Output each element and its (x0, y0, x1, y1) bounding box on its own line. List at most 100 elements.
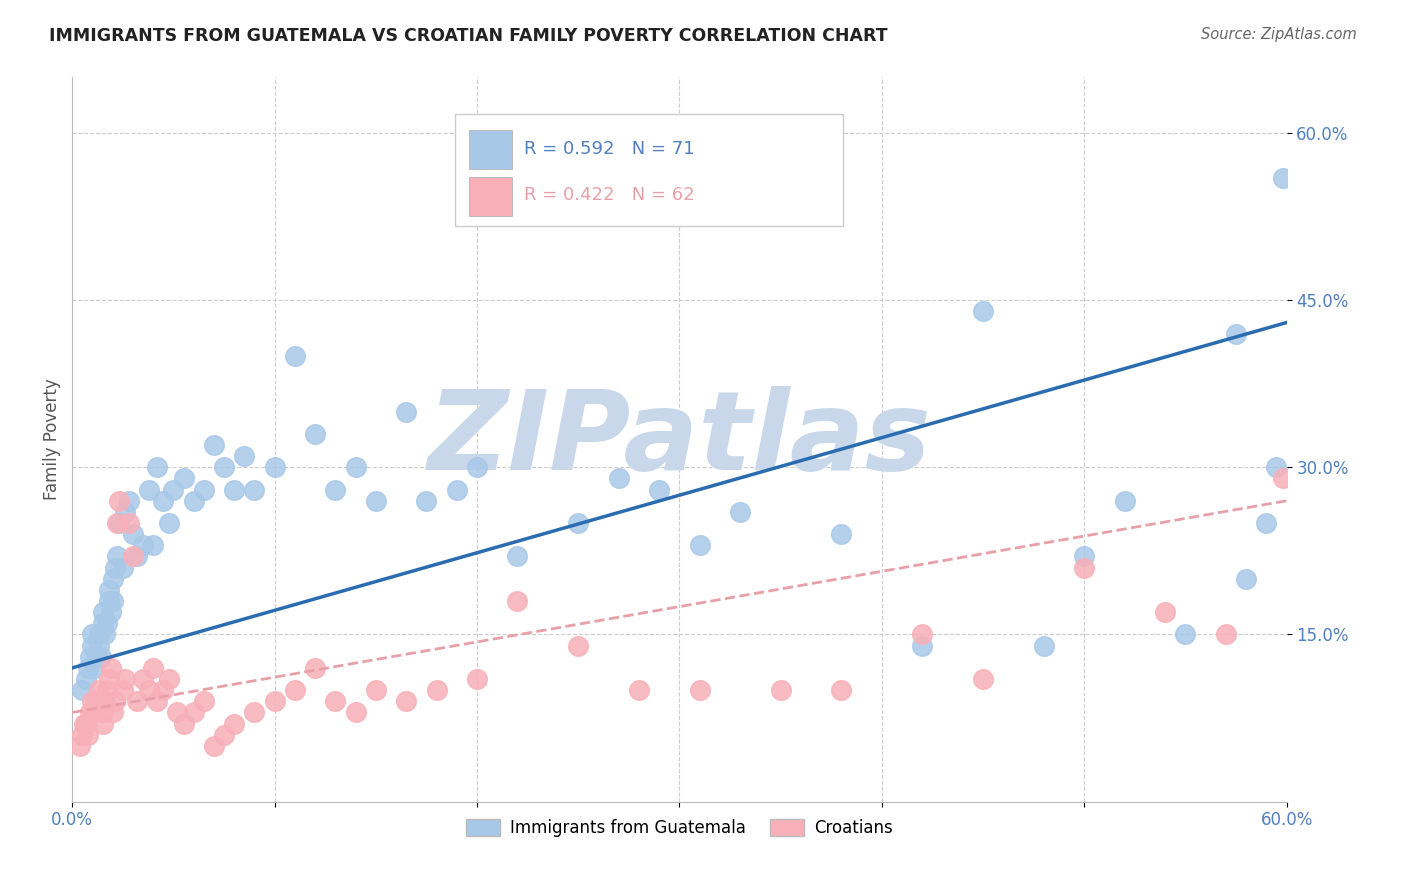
Point (166, 706, 188, 720)
Point (689, 538, 711, 552)
Point (769, 683, 792, 698)
Point (911, 627, 934, 641)
Point (87, 627, 110, 641)
Point (75, 672, 97, 686)
Point (193, 483, 215, 497)
Text: R = 0.422   N = 62: R = 0.422 N = 62 (524, 186, 695, 204)
Point (157, 516, 180, 530)
Point (152, 493, 174, 508)
Point (101, 572, 124, 586)
Point (111, 560, 134, 574)
Point (183, 493, 205, 508)
Point (157, 672, 180, 686)
Point (75, 716, 97, 731)
Point (395, 694, 418, 708)
Point (114, 672, 136, 686)
Text: IMMIGRANTS FROM GUATEMALA VS CROATIAN FAMILY POVERTY CORRELATION CHART: IMMIGRANTS FROM GUATEMALA VS CROATIAN FA… (49, 27, 887, 45)
Point (152, 683, 174, 698)
Point (173, 716, 195, 731)
Point (1032, 639, 1054, 653)
Point (183, 706, 205, 720)
Point (1114, 493, 1136, 508)
Point (69, 739, 91, 753)
Point (104, 694, 127, 708)
Point (911, 639, 934, 653)
Point (142, 538, 165, 552)
Point (122, 527, 145, 541)
Point (607, 471, 630, 485)
Point (93, 694, 115, 708)
Point (138, 683, 160, 698)
Point (364, 493, 387, 508)
Point (101, 706, 124, 720)
Point (1073, 549, 1095, 564)
Point (101, 594, 124, 608)
Point (93, 627, 115, 641)
Text: Source: ZipAtlas.com: Source: ZipAtlas.com (1201, 27, 1357, 42)
Point (132, 538, 155, 552)
Point (83, 706, 105, 720)
Point (146, 460, 169, 475)
Point (830, 527, 852, 541)
Point (1225, 326, 1247, 341)
Point (118, 493, 141, 508)
Point (202, 438, 225, 452)
Point (79, 649, 101, 664)
Point (97, 594, 120, 608)
Y-axis label: Family Poverty: Family Poverty (44, 378, 60, 500)
Point (87, 639, 110, 653)
Point (91, 605, 114, 619)
Point (506, 549, 529, 564)
FancyBboxPatch shape (470, 129, 512, 169)
Point (91, 616, 114, 631)
Point (202, 739, 225, 753)
Point (100, 605, 122, 619)
Point (1265, 460, 1288, 475)
Point (243, 706, 266, 720)
Point (1073, 560, 1095, 574)
Point (224, 716, 246, 731)
Point (263, 460, 285, 475)
Point (90, 649, 112, 664)
Point (114, 505, 136, 519)
Point (91, 706, 114, 720)
FancyBboxPatch shape (470, 177, 512, 217)
Point (567, 516, 589, 530)
Point (72, 683, 94, 698)
Point (138, 483, 160, 497)
Point (82, 639, 104, 653)
Point (364, 683, 387, 698)
Point (465, 460, 488, 475)
Point (567, 639, 589, 653)
Point (97, 582, 120, 597)
Legend: Immigrants from Guatemala, Croatians: Immigrants from Guatemala, Croatians (460, 813, 900, 844)
Point (111, 683, 134, 698)
Point (83, 661, 105, 675)
Point (212, 460, 235, 475)
Point (1234, 572, 1257, 586)
Point (284, 349, 307, 363)
Point (446, 483, 468, 497)
Point (627, 683, 650, 698)
Point (173, 471, 195, 485)
Point (243, 483, 266, 497)
Point (90, 694, 112, 708)
Point (132, 672, 155, 686)
Point (86, 694, 108, 708)
FancyBboxPatch shape (454, 113, 844, 226)
Point (1271, 471, 1294, 485)
Point (96, 683, 118, 698)
Point (104, 560, 127, 574)
Point (125, 549, 148, 564)
Point (1256, 516, 1278, 530)
Point (648, 483, 671, 497)
Point (77, 661, 100, 675)
Text: ZIPatlas: ZIPatlas (427, 386, 931, 493)
Point (263, 694, 285, 708)
Point (193, 694, 215, 708)
Point (82, 706, 104, 720)
Point (100, 661, 122, 675)
Point (506, 594, 529, 608)
Point (465, 672, 488, 686)
Point (72, 728, 94, 742)
